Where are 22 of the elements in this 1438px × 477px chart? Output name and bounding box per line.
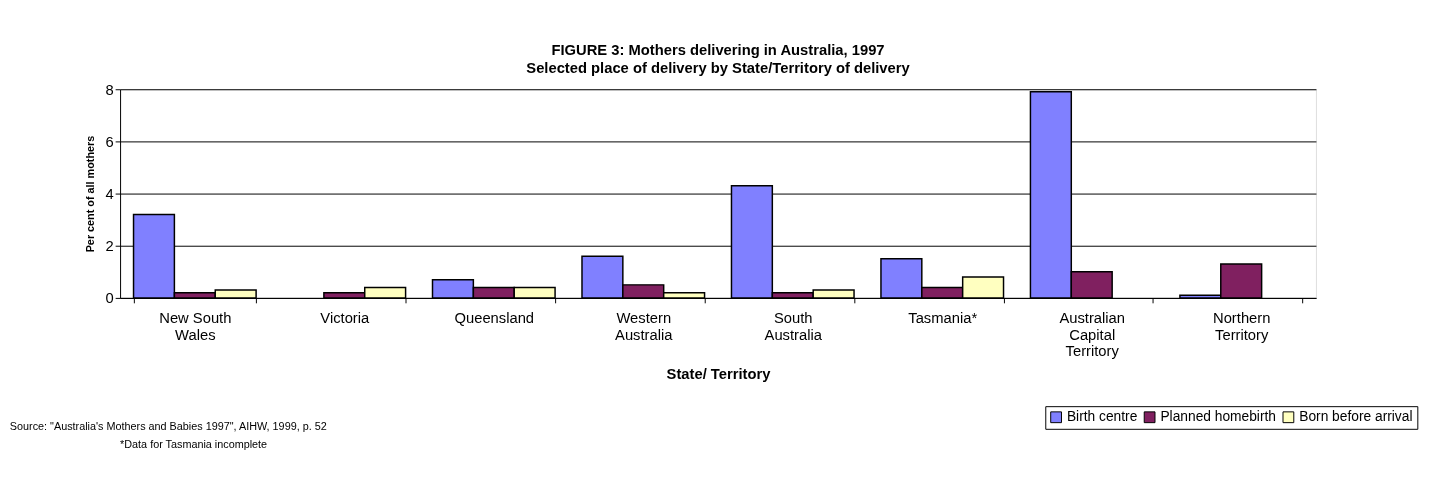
x-tick-label: Northern Territory	[1213, 310, 1271, 343]
chart-title: FIGURE 3: Mothers delivering in Australia, 1997	[551, 41, 885, 58]
x-axis-title: State/ Territory	[666, 366, 772, 383]
x-tick-label: South Australia	[764, 310, 823, 343]
source-note: Source: "Australia's Mothers and Babies 1997", AIHW, 1999, p. 52	[9, 419, 327, 432]
chart-subtitle: Selected place of delivery by State/Territory of delivery	[526, 60, 911, 77]
x-tick-label: Queensland	[454, 310, 535, 326]
y-tick-label: 6	[105, 133, 114, 150]
x-tick-label: Tasmania*	[908, 310, 978, 326]
y-tick-label: 4	[105, 185, 114, 202]
x-tick-label: Western Australia	[615, 310, 674, 343]
text: *Data for Tasmania incomplete	[120, 438, 268, 451]
x-tick-label: Victoria	[320, 310, 371, 326]
x-tick-label: Australian Capital Territory	[1059, 310, 1126, 360]
legend-label: Planned homebirth	[1160, 409, 1276, 425]
y-tick-label: 0	[105, 290, 114, 307]
legend-label: Born before arrival	[1299, 409, 1413, 425]
legend-label: Birth centre	[1066, 409, 1138, 425]
y-tick-label: 2	[105, 238, 114, 255]
x-tick-label: New South Wales	[159, 310, 232, 343]
y-tick-label: 8	[105, 81, 114, 98]
y-axis-title: Per cent of all mothers	[83, 135, 96, 253]
